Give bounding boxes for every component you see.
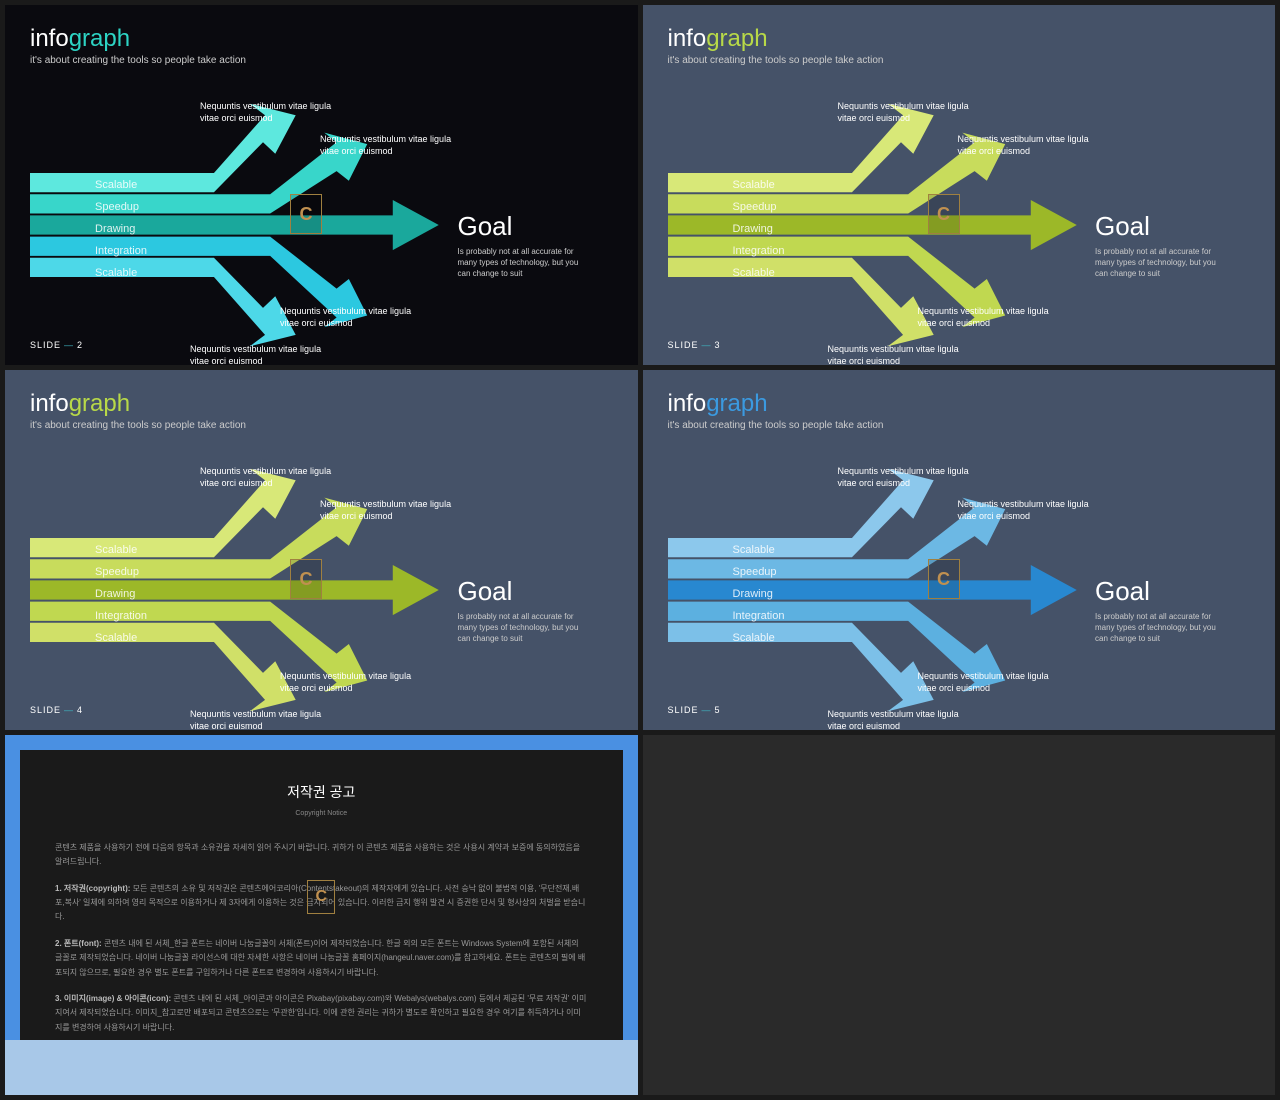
bar-label: Integration [733,245,785,257]
infograph-slide: infograph it's about creating the tools … [5,370,638,730]
bar-label: Scalable [733,179,775,191]
title-part2: graph [69,390,130,417]
bar-label: Drawing [733,588,773,600]
goal-block: Goal Is probably not at all accurate for… [1095,211,1225,280]
title-part1: info [668,25,707,52]
copyright-slide: 저작권 공고 Copyright Notice 콘텐츠 제품을 사용하기 전에 … [5,735,638,1095]
bar-label: Integration [95,245,147,257]
bar-label: Speedup [733,566,777,578]
goal-block: Goal Is probably not at all accurate for… [458,211,588,280]
annotation: Nequuntis vestibulum vitae ligula vitae … [280,306,430,329]
title-part2: graph [706,25,767,52]
title-block: infograph it's about creating the tools … [668,390,1251,431]
copyright-subtitle: Copyright Notice [55,808,588,821]
badge-icon: C [290,559,322,599]
annotation: Nequuntis vestibulum vitae ligula vitae … [958,134,1108,157]
bar-label: Drawing [95,588,135,600]
annotation: Nequuntis vestibulum vitae ligula vitae … [200,101,350,124]
bar-label: Scalable [733,544,775,556]
infograph-slide: infograph it's about creating the tools … [5,5,638,365]
annotation: Nequuntis vestibulum vitae ligula vitae … [918,306,1068,329]
subtitle: it's about creating the tools so people … [30,420,613,431]
annotation: Nequuntis vestibulum vitae ligula vitae … [320,499,470,522]
badge-icon: C [290,194,322,234]
badge-icon: C [928,559,960,599]
annotation: Nequuntis vestibulum vitae ligula vitae … [918,671,1068,694]
annotation: Nequuntis vestibulum vitae ligula vitae … [838,101,988,124]
title-block: infograph it's about creating the tools … [30,25,613,66]
goal-title: Goal [458,576,588,607]
title-block: infograph it's about creating the tools … [30,390,613,431]
bar-label: Speedup [95,201,139,213]
slide-number: SLIDE—3 [668,340,721,350]
arrow-diagram: Scalable Speedup Drawing Integration Scalabl… [30,96,613,356]
bar-label: Speedup [733,201,777,213]
copyright-content: 저작권 공고 Copyright Notice 콘텐츠 제품을 사용하기 전에 … [20,750,623,1080]
bar-label: Drawing [733,223,773,235]
goal-block: Goal Is probably not at all accurate for… [1095,576,1225,645]
arrow-diagram: Scalable Speedup Drawing Integration Scalabl… [30,461,613,721]
copyright-para: 2. 폰트(font): 콘텐츠 내에 된 서체_한글 폰트는 네이버 나눔글꼴… [55,937,588,980]
title-part2: graph [69,25,130,52]
goal-text: Is probably not at all accurate for many… [458,611,588,645]
subtitle: it's about creating the tools so people … [668,55,1251,66]
annotation: Nequuntis vestibulum vitae ligula vitae … [958,499,1108,522]
annotation: Nequuntis vestibulum vitae ligula vitae … [190,344,340,365]
goal-title: Goal [1095,211,1225,242]
title-block: infograph it's about creating the tools … [668,25,1251,66]
goal-title: Goal [458,211,588,242]
infograph-slide: infograph it's about creating the tools … [643,5,1276,365]
copyright-para: 3. 이미지(image) & 아이콘(icon): 콘텐츠 내에 된 서체_아… [55,992,588,1035]
bar-label: Scalable [95,179,137,191]
badge-icon: C [928,194,960,234]
title-part1: info [668,390,707,417]
annotation: Nequuntis vestibulum vitae ligula vitae … [320,134,470,157]
title-part2: graph [706,390,767,417]
goal-block: Goal Is probably not at all accurate for… [458,576,588,645]
arrow-diagram: Scalable Speedup Drawing Integration Scalabl… [668,96,1251,356]
bar-label: Scalable [95,544,137,556]
subtitle: it's about creating the tools so people … [668,420,1251,431]
annotation: Nequuntis vestibulum vitae ligula vitae … [280,671,430,694]
bar-label: Integration [95,610,147,622]
infograph-slide: infograph it's about creating the tools … [643,370,1276,730]
goal-text: Is probably not at all accurate for many… [1095,246,1225,280]
copyright-title: 저작권 공고 [55,780,588,805]
slide-number: SLIDE—2 [30,340,83,350]
goal-text: Is probably not at all accurate for many… [1095,611,1225,645]
bar-label: Scalable [95,267,137,279]
bar-label: Speedup [95,566,139,578]
bar-label: Scalable [95,632,137,644]
slide-number: SLIDE—5 [668,705,721,715]
arrow-diagram: Scalable Speedup Drawing Integration Scalabl… [668,461,1251,721]
title-part1: info [30,25,69,52]
slide-number: SLIDE—4 [30,705,83,715]
bar-label: Scalable [733,267,775,279]
copyright-para: 콘텐츠 제품을 사용하기 전에 다음의 항목과 소유권을 자세히 읽어 주시기 … [55,841,588,870]
annotation: Nequuntis vestibulum vitae ligula vitae … [828,709,978,730]
annotation: Nequuntis vestibulum vitae ligula vitae … [190,709,340,730]
empty-cell [643,735,1276,1095]
badge-icon: C [307,880,335,914]
goal-title: Goal [1095,576,1225,607]
bar-label: Drawing [95,223,135,235]
annotation: Nequuntis vestibulum vitae ligula vitae … [200,466,350,489]
bar-label: Integration [733,610,785,622]
title-part1: info [30,390,69,417]
annotation: Nequuntis vestibulum vitae ligula vitae … [828,344,978,365]
copyright-footer-bar [5,1040,638,1095]
goal-text: Is probably not at all accurate for many… [458,246,588,280]
bar-label: Scalable [733,632,775,644]
subtitle: it's about creating the tools so people … [30,55,613,66]
annotation: Nequuntis vestibulum vitae ligula vitae … [838,466,988,489]
